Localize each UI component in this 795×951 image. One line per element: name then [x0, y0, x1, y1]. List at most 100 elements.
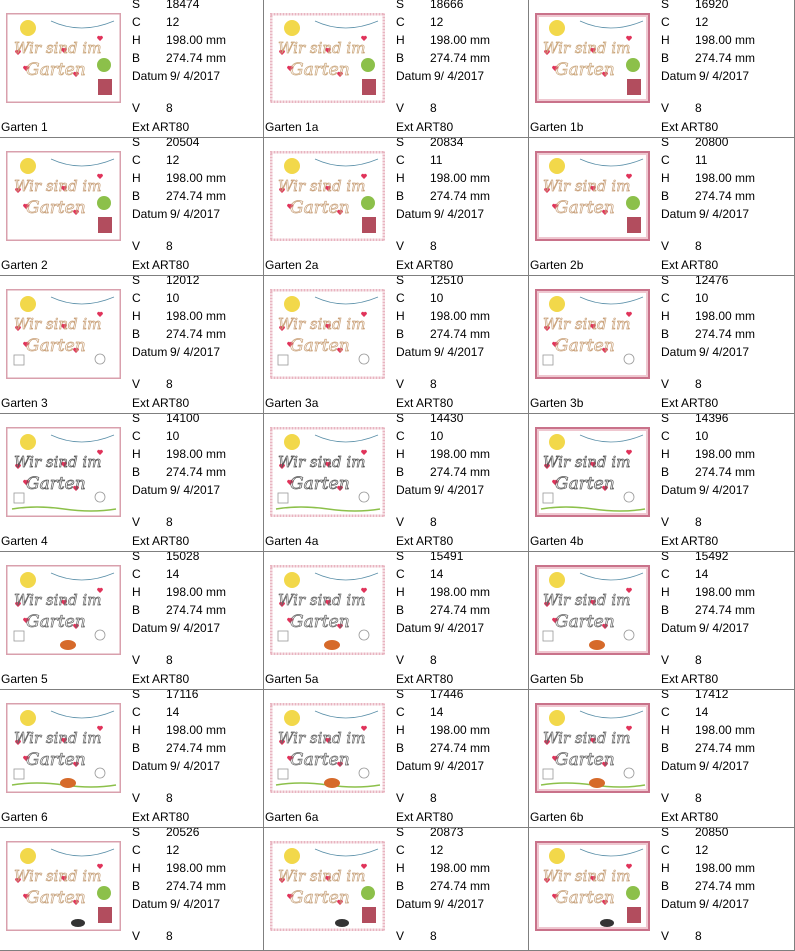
design-colors-value: 12: [166, 153, 180, 167]
design-name: Garten 5a: [265, 672, 319, 686]
design-height-label: H: [396, 861, 405, 875]
plant-icon: [97, 196, 111, 210]
heart-icon: [279, 739, 285, 745]
design-width-label: B: [396, 603, 405, 617]
design-thumbnail[interactable]: Wir sind im Garten: [535, 703, 650, 793]
design-cell[interactable]: Wir sind im Garten S 15491 C 14 H 198.00 mm B 274…: [264, 552, 529, 690]
design-cell[interactable]: Wir sind im Garten S 14100 C 10 H 198.00 mm B 274…: [0, 414, 264, 552]
design-colors-label: C: [132, 15, 141, 29]
fence-icon: [627, 79, 641, 95]
design-thumbnail[interactable]: Wir sind im Garten: [6, 565, 121, 655]
design-width-label: B: [132, 327, 141, 341]
design-thumbnail[interactable]: Wir sind im Garten: [6, 289, 121, 379]
design-thumbnail[interactable]: Wir sind im Garten: [6, 841, 121, 931]
design-thumbnail[interactable]: Wir sind im Garten: [535, 565, 650, 655]
design-height-value: 198.00 mm: [430, 861, 491, 875]
design-thumbnail[interactable]: Wir sind im Garten: [6, 703, 121, 793]
design-thumbnail[interactable]: Wir sind im Garten: [535, 289, 650, 379]
design-height-label: H: [661, 447, 670, 461]
design-cell[interactable]: Wir sind im Garten S 14430 C 10 H 198.00 mm B 274…: [264, 414, 529, 552]
sun-icon: [549, 710, 565, 726]
pot-icon: [542, 630, 554, 642]
design-cell[interactable]: Wir sind im Garten S 14396 C 10 H 198.00 mm B 274…: [529, 414, 795, 552]
design-thumbnail[interactable]: Wir sind im Garten: [535, 427, 650, 517]
design-cell[interactable]: Wir sind im Garten S 17116 C 14 H 198.00 mm B 274…: [0, 690, 264, 828]
heart-icon: [544, 463, 550, 469]
design-thumbnail[interactable]: Wir sind im Garten: [6, 13, 121, 103]
design-width-value: 274.74 mm: [430, 879, 491, 893]
design-cell[interactable]: Wir sind im Garten S 16920 C 12 H 198.00 mm B 274…: [529, 0, 795, 138]
design-cell[interactable]: Wir sind im Garten S 20850 C 12 H 198.00 mm B 274…: [529, 828, 795, 951]
design-thumbnail[interactable]: Wir sind im Garten: [6, 151, 121, 241]
design-thumbnail[interactable]: Wir sind im Garten: [270, 13, 385, 103]
heart-icon: [602, 347, 608, 353]
heart-icon: [325, 737, 331, 743]
design-thumbnail[interactable]: Wir sind im Garten: [270, 703, 385, 793]
design-date-label: Datum: [132, 345, 168, 359]
design-cell[interactable]: Wir sind im Garten S 20526 C 12 H 198.00 mm B 274…: [0, 828, 264, 951]
design-ext-label: Ext: [396, 258, 414, 272]
pot-icon: [13, 354, 25, 366]
design-height-value: 198.00 mm: [166, 861, 227, 875]
heart-icon: [602, 761, 608, 767]
design-cell[interactable]: Wir sind im Garten S 17412 C 14 H 198.00 mm B 274…: [529, 690, 795, 828]
design-height-label: H: [396, 447, 405, 461]
design-thumbnail[interactable]: Wir sind im Garten: [270, 151, 385, 241]
design-name: Garten 6b: [530, 810, 584, 824]
watering-can-icon: [94, 629, 106, 641]
design-thumbnail[interactable]: Wir sind im Garten: [270, 289, 385, 379]
pot-icon: [277, 630, 289, 642]
design-cell[interactable]: Wir sind im Garten S 15492 C 14 H 198.00 mm B 274…: [529, 552, 795, 690]
design-date-value: 9/ 4/2017: [699, 759, 750, 773]
heart-icon: [602, 209, 608, 215]
design-cell[interactable]: Wir sind im Garten S 12476 C 10 H 198.00 mm B 274…: [529, 276, 795, 414]
hedgehog-icon: [60, 640, 76, 650]
design-ext-label: Ext: [132, 810, 150, 824]
design-version-label: V: [396, 377, 405, 391]
design-thumbnail[interactable]: Wir sind im Garten: [535, 151, 650, 241]
design-colors-label: C: [396, 843, 405, 857]
svg-text:Garten: Garten: [26, 888, 86, 908]
design-date-value: 9/ 4/2017: [434, 207, 485, 221]
design-height-value: 198.00 mm: [166, 309, 227, 323]
heart-icon: [97, 863, 103, 869]
design-cell[interactable]: Wir sind im Garten S 18666 C 12 H 198.00 mm B 274…: [264, 0, 529, 138]
design-width-value: 274.74 mm: [695, 189, 756, 203]
watering-can-icon: [94, 767, 106, 779]
design-cell[interactable]: Wir sind im Garten S 20873 C 12 H 198.00 mm B 274…: [264, 828, 529, 951]
design-thumbnail[interactable]: Wir sind im Garten: [270, 565, 385, 655]
design-width-label: B: [661, 51, 670, 65]
sun-icon: [284, 20, 300, 36]
design-cell[interactable]: Wir sind im Garten S 15028 C 14 H 198.00 mm B 274…: [0, 552, 264, 690]
design-height-label: H: [132, 33, 141, 47]
design-stitches-label: S: [132, 138, 141, 149]
design-cell[interactable]: Wir sind im Garten S 18474 C 12 H 198.00 mm B 274…: [0, 0, 264, 138]
design-cell[interactable]: Wir sind im Garten S 17446 C 14 H 198.00 mm B 274…: [264, 690, 529, 828]
design-stitches-value: 18666: [430, 0, 464, 11]
design-cell[interactable]: Wir sind im Garten S 20800 C 11 H 198.00 mm B 274…: [529, 138, 795, 276]
design-cell[interactable]: Wir sind im Garten S 20834 C 11 H 198.00 mm B 274…: [264, 138, 529, 276]
design-thumbnail[interactable]: Wir sind im Garten: [6, 427, 121, 517]
design-thumbnail[interactable]: Wir sind im Garten: [270, 427, 385, 517]
design-width-value: 274.74 mm: [695, 51, 756, 65]
watering-can-icon: [358, 629, 370, 641]
design-cell[interactable]: Wir sind im Garten S 20504 C 12 H 198.00 mm B 274…: [0, 138, 264, 276]
design-stitches-value: 18474: [166, 0, 200, 11]
design-width-value: 274.74 mm: [695, 603, 756, 617]
heart-icon: [590, 461, 596, 467]
design-ext-row: Ext ART80: [396, 120, 453, 134]
heart-icon: [552, 203, 558, 209]
design-thumbnail[interactable]: Wir sind im Garten: [535, 13, 650, 103]
design-width-label: B: [661, 465, 670, 479]
design-width-label: B: [661, 189, 670, 203]
design-thumbnail[interactable]: Wir sind im Garten: [535, 841, 650, 931]
design-colors-value: 14: [430, 567, 444, 581]
watering-can-icon: [94, 353, 106, 365]
design-thumbnail[interactable]: Wir sind im Garten: [270, 841, 385, 931]
design-height-value: 198.00 mm: [430, 33, 491, 47]
design-version-value: 8: [166, 515, 173, 529]
design-name: Garten 6: [1, 810, 48, 824]
design-cell[interactable]: Wir sind im Garten S 12012 C 10 H 198.00 mm B 274…: [0, 276, 264, 414]
design-date-value: 9/ 4/2017: [699, 897, 750, 911]
design-cell[interactable]: Wir sind im Garten S 12510 C 10 H 198.00 mm B 274…: [264, 276, 529, 414]
